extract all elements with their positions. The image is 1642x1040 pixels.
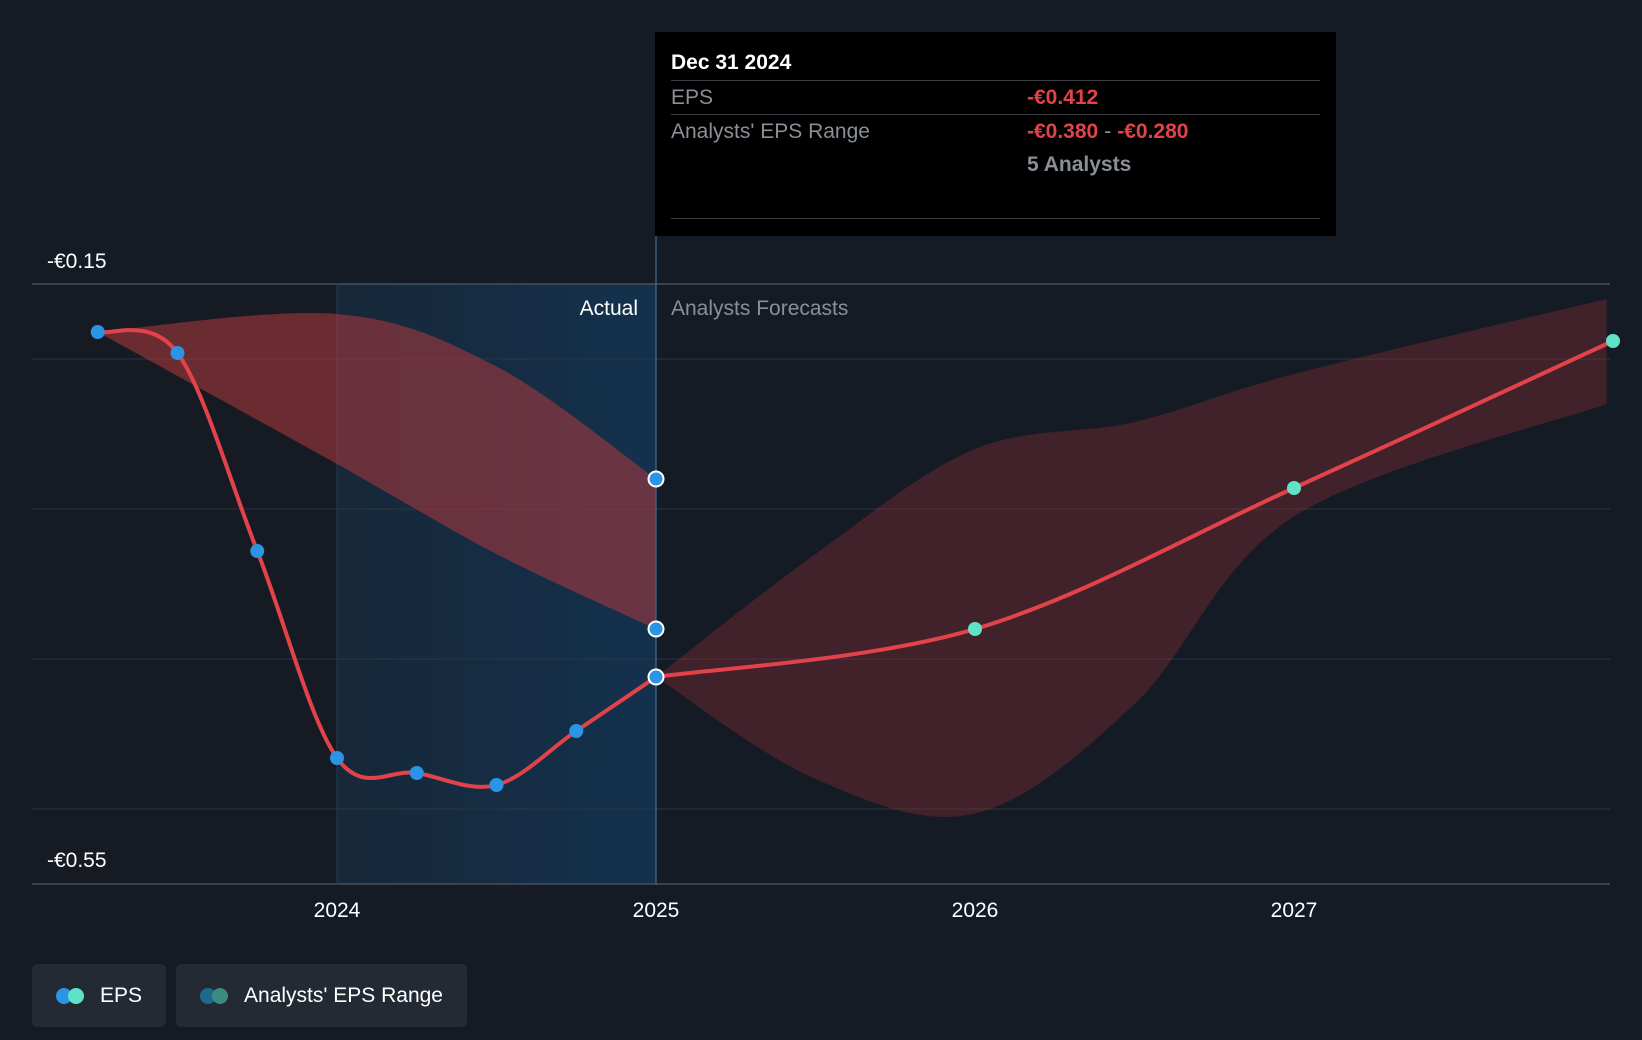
eps-point-actual — [90, 325, 105, 339]
tooltip-date: Dec 31 2024 — [671, 51, 792, 74]
range-legend-icon — [200, 987, 230, 1004]
range-high-point — [647, 470, 665, 488]
eps-point-actual — [489, 778, 504, 792]
chart-legend: EPS Analysts' EPS Range — [32, 964, 467, 1027]
range-low-point — [647, 620, 665, 638]
tooltip-analysts-row: 5 Analysts — [671, 148, 1320, 181]
eps-point-forecast — [1287, 481, 1301, 495]
y-axis-label-top: -€0.15 — [47, 250, 107, 273]
eps-point-actual — [409, 766, 424, 780]
tooltip-range-label: Analysts' EPS Range — [671, 120, 870, 143]
eps-point-actual — [330, 751, 344, 765]
y-axis-label-bottom: -€0.55 — [47, 849, 107, 872]
tooltip-divider — [671, 218, 1320, 219]
eps-point-forecast — [1606, 334, 1620, 348]
eps-point-actual — [647, 668, 665, 686]
eps-line-forecast — [655, 340, 1610, 679]
data-tooltip: Dec 31 2024 EPS -€0.412 Analysts' EPS Ra… — [655, 32, 1336, 236]
eps-range-band-actual — [97, 312, 656, 629]
plot-area — [97, 299, 1610, 817]
legend-eps-range[interactable]: Analysts' EPS Range — [176, 964, 467, 1027]
eps-point-actual — [170, 346, 185, 360]
x-tick-label: 2025 — [633, 899, 680, 922]
x-tick-label: 2026 — [952, 899, 999, 922]
actual-region-label: Actual — [580, 297, 638, 320]
tooltip-eps-row: EPS -€0.412 — [671, 80, 1320, 114]
eps-chart: -€0.15 -€0.55 2024 2025 2026 2027 Actual Analys… — [32, 236, 1620, 922]
legend-eps[interactable]: EPS — [32, 964, 167, 1027]
eps-point-actual — [569, 724, 584, 738]
tooltip-range-row: Analysts' EPS Range -€0.380 - -€0.280 — [671, 114, 1320, 148]
legend-eps-label: EPS — [100, 983, 143, 1007]
tooltip-range-low: -€0.380 — [1027, 120, 1099, 143]
eps-point-forecast — [968, 622, 982, 636]
eps-range-band-forecast — [656, 299, 1607, 817]
tooltip-range-separator: - — [1104, 120, 1112, 143]
eps-point-actual — [250, 544, 265, 558]
legend-range-label: Analysts' EPS Range — [244, 983, 443, 1007]
tooltip-range-high: -€0.280 — [1117, 120, 1189, 143]
tooltip-eps-label: EPS — [671, 86, 714, 109]
tooltip-eps-value: -€0.412 — [1027, 86, 1099, 109]
forecast-region-label: Analysts Forecasts — [671, 297, 848, 320]
tooltip-analyst-count: 5 Analysts — [1027, 153, 1132, 176]
x-tick-label: 2024 — [314, 899, 361, 922]
x-tick-label: 2027 — [1271, 899, 1318, 922]
eps-legend-icon — [56, 987, 86, 1004]
